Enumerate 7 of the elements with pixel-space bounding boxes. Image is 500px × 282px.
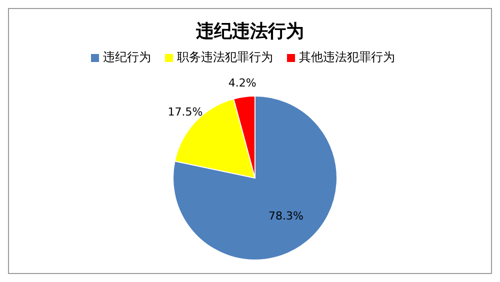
legend-label: 其他违法犯罪行为 [299, 49, 395, 66]
legend-label: 违纪行为 [103, 49, 151, 66]
chart-title: 违纪违法行为 [195, 20, 305, 44]
data-label: 78.3% [268, 210, 304, 223]
data-label: 4.2% [228, 76, 256, 90]
legend-label: 职务违法犯罪行为 [177, 49, 273, 66]
data-label: 17.5% [168, 106, 203, 119]
